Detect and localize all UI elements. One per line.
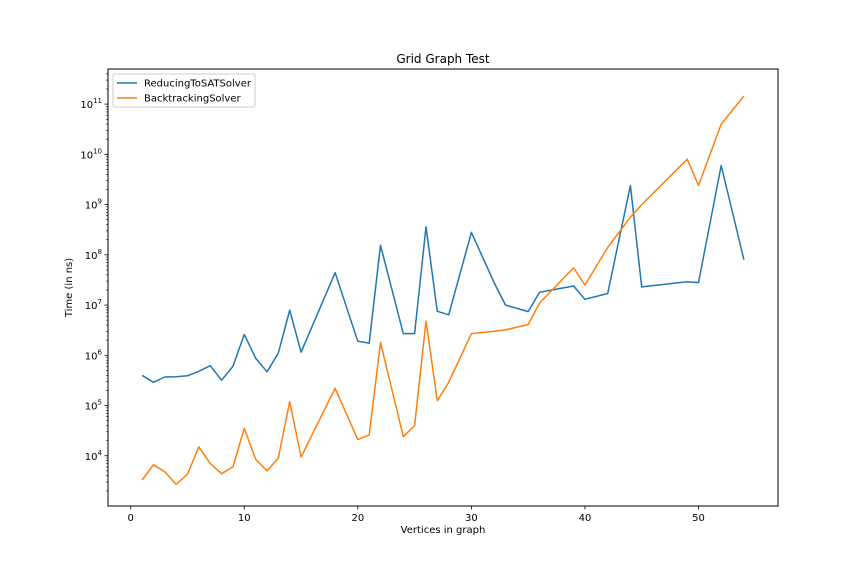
y-tick-label: 105 <box>85 399 102 413</box>
x-tick-label: 40 <box>579 513 592 524</box>
series-line-reducingtosatsolver <box>141 164 745 384</box>
series-lines <box>141 95 745 486</box>
x-tick-label: 20 <box>351 513 364 524</box>
x-tick-label: 0 <box>128 513 134 524</box>
y-tick-label: 106 <box>85 348 103 362</box>
y-tick-label: 104 <box>85 449 103 463</box>
y-tick-label: 109 <box>85 198 102 212</box>
y-tick-label: 1011 <box>80 97 102 111</box>
x-tick-label: 10 <box>238 513 251 524</box>
legend: ReducingToSATSolver BacktrackingSolver <box>112 73 256 108</box>
series-line-backtrackingsolver <box>141 95 745 486</box>
y-axis-label: Time (in ns) <box>64 258 75 318</box>
x-axis: 0 10 20 30 40 50 <box>128 506 705 524</box>
x-axis-label: Vertices in graph <box>401 525 486 536</box>
legend-box <box>112 73 256 108</box>
x-tick-label: 50 <box>692 513 705 524</box>
legend-label-backtrackingsolver: BacktrackingSolver <box>144 94 242 105</box>
legend-label-reducingtosatsolver: ReducingToSATSolver <box>144 79 252 90</box>
plot-area-frame <box>107 68 779 507</box>
y-axis: 104 105 106 107 108 109 1010 1011 <box>80 73 108 492</box>
chart-title: Grid Graph Test <box>396 52 490 66</box>
y-tick-label: 1010 <box>80 147 102 161</box>
x-tick-label: 30 <box>465 513 478 524</box>
y-tick-label: 108 <box>85 248 102 262</box>
y-tick-label: 107 <box>85 298 102 312</box>
